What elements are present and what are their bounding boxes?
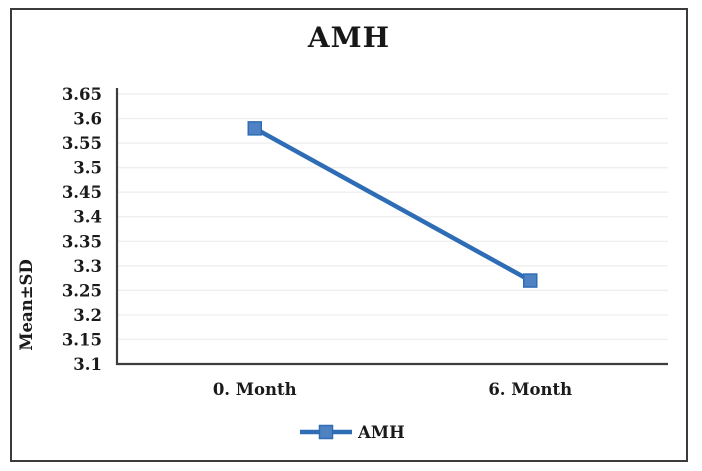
y-tick-label: 3.4 [73,208,102,227]
y-tick-label: 3.55 [62,134,102,153]
y-tick-label: 3.65 [62,85,102,104]
x-tick-label: 0. Month [213,380,297,399]
y-tick-label: 3.15 [62,330,102,349]
y-tick-label: 3.45 [62,183,102,202]
x-tick-label: 6. Month [488,380,572,399]
chart-frame: AMH 3.1 3.15 3.2 3.25 3.3 3.35 3.4 3.45 3.5 3.55 3… [10,8,688,462]
data-point-marker [247,121,262,136]
y-tick-label: 3.3 [73,257,102,276]
data-line [253,126,532,283]
y-tick-label: 3.2 [73,306,102,325]
y-tick-label: 3.5 [73,159,102,178]
chart-title: AMH [307,21,391,54]
y-tick-label: 3.1 [73,355,102,374]
y-tick-label: 3.25 [62,281,102,300]
legend-label: AMH [357,423,405,442]
line-chart-plot: 3.1 3.15 3.2 3.25 3.3 3.35 3.4 3.45 3.5 3.55 3.6 3.… [17,85,668,442]
legend-marker-sample [318,424,334,440]
y-tick-label: 3.35 [62,232,102,251]
y-axis-title: Mean±SD [17,259,36,351]
y-tick-label: 3.6 [73,110,102,129]
data-point-marker [523,273,538,288]
